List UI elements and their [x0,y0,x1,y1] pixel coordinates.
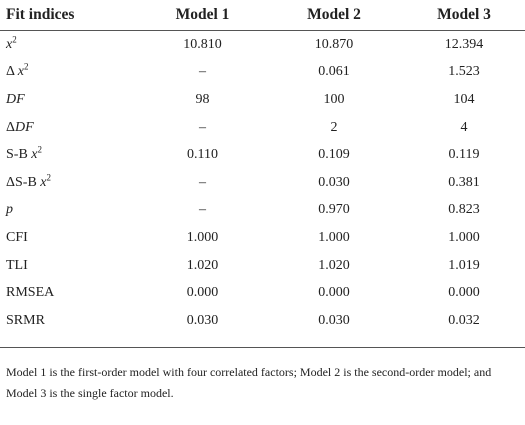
value-cell: 0.823 [448,202,480,218]
value-cell: 0.030 [318,174,350,190]
value-cell: 0.030 [186,312,219,328]
row-label: x2 [0,31,140,59]
value-cell: 98 [195,91,210,107]
row-label: p [0,197,140,225]
value-cell: 0.061 [318,64,350,80]
row-label: Δ x2 [0,59,140,87]
label-part: Δ [6,64,18,80]
label-part: DF [6,91,25,107]
row-label: ΔS-B x2 [0,169,140,197]
value-cell: 0.000 [448,285,480,301]
value-cell: 4 [460,119,468,135]
label-part: S-B [6,147,32,163]
header-cell: Fit indices [0,0,140,31]
value-cell: 0.119 [448,147,480,163]
value-cell: 1.020 [186,257,219,273]
label-part: 2 [46,172,52,183]
table-row: Δ x2 – 0.061 1.523 [0,59,525,87]
label-part: x [6,36,13,52]
value-cell: 1.000 [318,229,350,245]
label-part: x [40,174,47,190]
label-part: Δ [6,119,16,135]
label-part: 2 [37,144,43,155]
value-cell: 0.110 [187,147,218,163]
label-part: TLI [6,257,28,273]
row-label: ΔDF [0,114,140,142]
value-cell: 1.000 [448,229,480,245]
value-cell: – [199,174,206,190]
table-row: SRMR 0.030 0.030 0.032 [0,307,525,339]
table-row: ΔS-B x2 – 0.030 0.381 [0,169,525,197]
label-part: x [31,147,38,163]
value-cell: 12.394 [444,36,484,52]
value-cell: 2 [330,119,338,135]
value-cell: – [199,64,206,80]
value-cell: 0.032 [448,312,480,328]
value-cell: – [199,119,206,135]
value-cell: 10.870 [314,36,354,52]
label-part: 2 [23,61,29,72]
row-label: DF [0,86,140,114]
label-part: RMSEA [6,285,55,301]
value-cell: 0.000 [318,285,350,301]
header-row: Fit indices Model 1 Model 2 Model 3 [0,0,525,31]
header-cell: Model 2 [265,0,403,31]
value-cell: 1.019 [448,257,480,273]
table-row: x2 10.810 10.870 12.394 [0,31,525,59]
value-cell: 0.970 [318,202,350,218]
row-label: S-B x2 [0,141,140,169]
row-label: CFI [0,224,140,252]
table-row: p – 0.970 0.823 [0,197,525,225]
table-row: DF 98 100 104 [0,86,525,114]
value-cell: 1.523 [448,64,480,80]
row-label: SRMR [0,307,140,339]
value-cell: 104 [453,91,475,107]
label-part: ΔS-B [6,174,41,190]
value-cell: 100 [323,91,345,107]
table-row: RMSEA 0.000 0.000 0.000 [0,279,525,307]
table-row: ΔDF – 2 4 [0,114,525,142]
value-cell: – [199,202,206,218]
header-cell: Model 3 [403,0,525,31]
value-cell: 1.000 [186,229,219,245]
value-cell: 0.381 [448,174,480,190]
table-row: CFI 1.000 1.000 1.000 [0,224,525,252]
table-row: S-B x2 0.110 0.109 0.119 [0,141,525,169]
row-label: TLI [0,252,140,280]
label-part: 2 [12,34,17,45]
value-cell: 10.810 [183,36,222,52]
value-cell: 0.000 [186,285,219,301]
fit-table: Fit indices Model 1 Model 2 Model 3 x2 10… [0,0,525,339]
value-cell: 0.030 [318,312,350,328]
value-cell: 1.020 [318,257,350,273]
table-row: TLI 1.020 1.020 1.019 [0,252,525,280]
row-label: RMSEA [0,279,140,307]
table-body: x2 10.810 10.870 12.394 Δ x2–0.061 1.523 DF 9… [0,31,525,339]
value-cell: 0.109 [318,147,350,163]
label-part: CFI [6,229,28,245]
label-part: p [6,202,13,218]
footnote: Model 1 is the first-order model with fo… [0,346,525,404]
label-part: x [17,64,24,80]
label-part: SRMR [6,312,45,328]
label-part: DF [15,119,34,135]
header-cell: Model 1 [140,0,265,31]
